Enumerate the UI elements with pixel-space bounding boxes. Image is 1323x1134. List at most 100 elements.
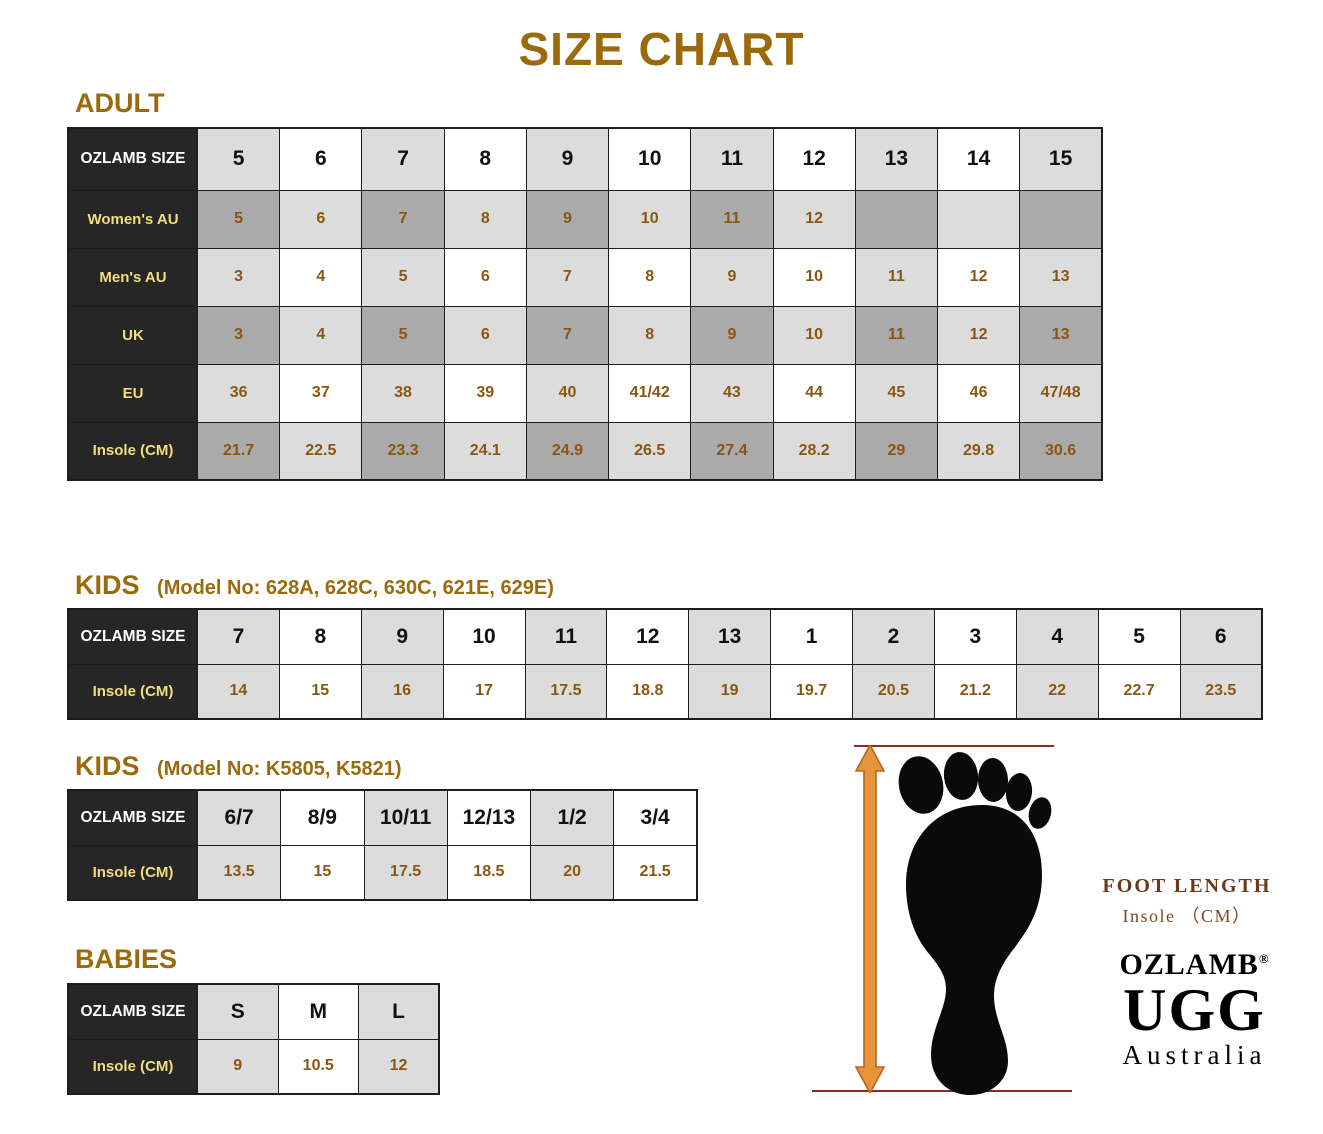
adult-data-cell: 7: [361, 189, 445, 249]
adult-data-cell: 5: [196, 189, 281, 249]
adult-data-cell: 39: [443, 363, 527, 423]
kids-a-data-cell: 18.8: [606, 663, 690, 720]
adult-data-cell: 47/48: [1019, 363, 1103, 423]
top-guide-line: [854, 745, 1054, 747]
kids-b-data-cell: 13.5: [196, 844, 282, 901]
adult-size-header-cell: 6: [279, 127, 363, 191]
adult-size-header-cell: 15: [1019, 127, 1103, 191]
adult-data-cell: 13: [1019, 305, 1103, 365]
babies-heading-label: BABIES: [75, 944, 178, 974]
adult-data-row: Men's AU 3 4 5 6 7 8 9 10 11 12 13: [67, 247, 1103, 307]
adult-data-cell: 37: [279, 363, 363, 423]
adult-data-cell: 11: [690, 189, 774, 249]
adult-data-cell: 22.5: [279, 421, 363, 481]
kids-a-size-header-cell: 2: [852, 608, 935, 665]
kids-a-size-header-cell: 6: [1179, 608, 1263, 665]
adult-row-label: EU: [67, 363, 198, 423]
adult-data-cell: 36: [196, 363, 281, 423]
adult-data-cell: 10: [772, 247, 856, 307]
kids-a-size-header-cell: 9: [360, 608, 444, 665]
babies-table-body: OZLAMB SIZE S M L Insole (CM) 9 10.5 12: [67, 983, 440, 1095]
adult-data-cell: 12: [936, 247, 1021, 307]
adult-data-row: EU 36 37 38 39 40 41/42 43 44 45 46 47/48: [67, 363, 1103, 423]
kids-b-row-label: Insole (CM): [67, 844, 198, 901]
adult-data-cell: 24.9: [525, 421, 610, 481]
kids-a-data-cell: 19.7: [770, 663, 853, 720]
adult-size-header-cell: 11: [690, 127, 774, 191]
kids-a-size-header-cell: 5: [1097, 608, 1181, 665]
kids-b-data-cell: 21.5: [613, 844, 698, 901]
kids-a-table-body: OZLAMB SIZE 7 8 9 10 11 12 13 1 2 3 4 5 6 Insole (CM) 1…: [67, 608, 1263, 720]
adult-data-cell: 21.7: [196, 421, 281, 481]
kids-b-size-header-cell: 3/4: [613, 789, 698, 846]
adult-size-header-cell: 14: [936, 127, 1021, 191]
adult-data-cell: 30.6: [1019, 421, 1103, 481]
adult-row-label: Insole (CM): [67, 421, 198, 481]
kids-a-data-row: Insole (CM) 14 15 16 17 17.5 18.8 19 19.7 20.5 21.…: [67, 663, 1263, 720]
adult-data-cell: 13: [1019, 247, 1103, 307]
adult-data-cell: 6: [279, 189, 363, 249]
babies-data-cell: 9: [197, 1038, 279, 1095]
section-heading-adult: ADULT: [75, 88, 164, 119]
logo-ugg-text: UGG: [1123, 977, 1266, 1043]
adult-size-header-cell: 12: [772, 127, 856, 191]
adult-size-header-cell: 10: [608, 127, 692, 191]
kids-b-label-column-header: OZLAMB SIZE: [67, 789, 198, 846]
babies-data-cell: 10.5: [277, 1038, 359, 1095]
kids-a-model-note: (Model No: 628A, 628C, 630C, 621E, 629E): [157, 577, 554, 599]
kids-a-size-header-cell: 7: [197, 608, 280, 665]
kids-b-data-cell: 20: [529, 844, 615, 901]
adult-data-cell: 29.8: [936, 421, 1021, 481]
babies-size-header-cell: L: [358, 983, 440, 1040]
adult-size-header-cell: 5: [196, 127, 281, 191]
adult-data-row: Insole (CM) 21.7 22.5 23.3 24.1 24.9 26.5 27.4 2…: [67, 421, 1103, 481]
adult-data-cell: 4: [279, 247, 363, 307]
babies-header-row: OZLAMB SIZE S M L: [67, 983, 440, 1040]
footprint-icon: [898, 752, 1052, 1095]
adult-row-label: UK: [67, 305, 198, 365]
adult-size-header-cell: 7: [361, 127, 445, 191]
kids-a-data-cell: 17.5: [524, 663, 608, 720]
babies-size-header-cell: M: [277, 983, 359, 1040]
adult-data-cell: 5: [361, 305, 445, 365]
adult-data-cell: 44: [772, 363, 856, 423]
logo-ozlamb-text: OZLAMB®: [1077, 950, 1312, 980]
kids-a-data-cell: 16: [360, 663, 444, 720]
babies-size-header-cell: S: [197, 983, 279, 1040]
adult-label-column-header: OZLAMB SIZE: [67, 127, 198, 191]
adult-data-cell: 11: [854, 247, 938, 307]
kids-b-size-header-cell: 10/11: [363, 789, 448, 846]
adult-data-cell: 5: [361, 247, 445, 307]
kids-a-size-header-cell: 4: [1015, 608, 1099, 665]
adult-data-cell: 26.5: [608, 421, 692, 481]
kids-a-data-cell: 20.5: [852, 663, 935, 720]
adult-data-cell: 8: [443, 189, 527, 249]
adult-data-cell: 12: [936, 305, 1021, 365]
adult-header-row: OZLAMB SIZE 5 6 7 8 9 10 11 12 13 14 15: [67, 127, 1103, 191]
kids-a-size-header-cell: 3: [933, 608, 1017, 665]
adult-data-cell: 23.3: [361, 421, 445, 481]
adult-data-cell: 41/42: [608, 363, 692, 423]
adult-data-cell: 29: [854, 421, 938, 481]
kids-b-size-header-cell: 8/9: [280, 789, 365, 846]
adult-table-body: OZLAMB SIZE 5 6 7 8 9 10 11 12 13 14 15 Women's AU 5 6…: [67, 127, 1103, 481]
kids-b-table-body: OZLAMB SIZE 6/7 8/9 10/11 12/13 1/2 3/4 Insole …: [67, 789, 698, 901]
kids-a-size-header-cell: 12: [606, 608, 690, 665]
kids-a-data-cell: 17: [442, 663, 526, 720]
registered-trademark-icon: ®: [1258, 951, 1270, 966]
section-heading-babies: BABIES: [75, 944, 177, 975]
kids-a-size-table: OZLAMB SIZE 7 8 9 10 11 12 13 1 2 3 4 5 6 Insole (CM) 1…: [67, 608, 1263, 720]
adult-data-cell: [1019, 189, 1103, 249]
kids-b-header-row: OZLAMB SIZE 6/7 8/9 10/11 12/13 1/2 3/4: [67, 789, 698, 846]
kids-b-size-header-cell: 1/2: [529, 789, 615, 846]
adult-data-cell: 8: [608, 305, 692, 365]
adult-data-cell: 9: [690, 305, 774, 365]
foot-length-caption: FOOT LENGTH Insole （CM）: [1067, 875, 1307, 928]
logo-australia-text: Australia: [1122, 1040, 1267, 1071]
kids-a-size-header-cell: 8: [278, 608, 362, 665]
adult-data-cell: 43: [690, 363, 774, 423]
adult-size-header-cell: 9: [525, 127, 610, 191]
adult-data-cell: 9: [690, 247, 774, 307]
adult-data-cell: 10: [772, 305, 856, 365]
kids-a-size-header-cell: 11: [524, 608, 608, 665]
